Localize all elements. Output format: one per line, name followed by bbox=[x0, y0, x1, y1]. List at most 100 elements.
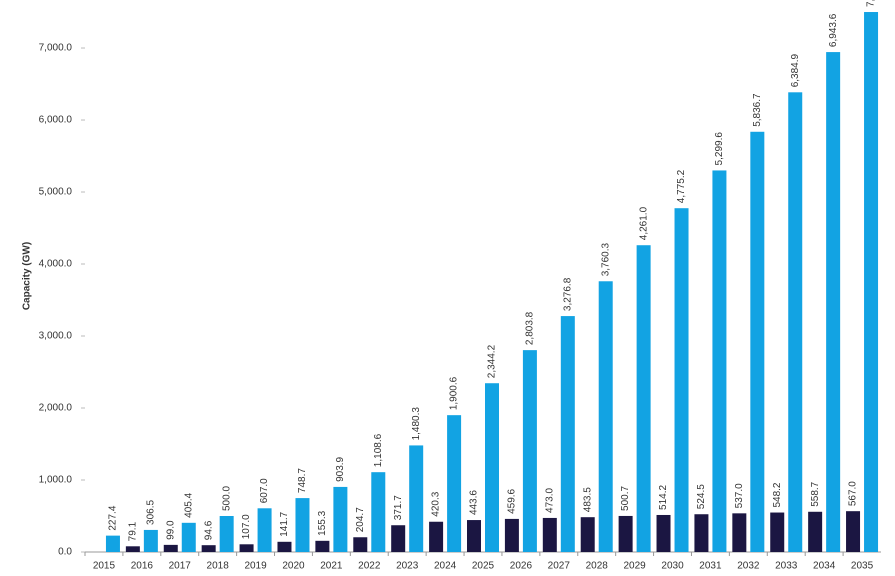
bar bbox=[732, 513, 747, 552]
value-label: 99.0 bbox=[165, 520, 176, 540]
bar bbox=[788, 92, 803, 552]
bar bbox=[485, 383, 499, 552]
value-label: 473.0 bbox=[544, 487, 555, 512]
bar bbox=[750, 131, 765, 552]
x-tick-label: 2020 bbox=[282, 561, 305, 572]
x-tick-label: 2018 bbox=[207, 561, 230, 572]
bar bbox=[674, 208, 689, 552]
bar bbox=[163, 544, 178, 552]
value-label: 500.7 bbox=[620, 485, 631, 510]
y-tick-label: 3,000.0 bbox=[39, 331, 73, 342]
value-label: 4,261.0 bbox=[638, 206, 649, 240]
value-label: 548.2 bbox=[772, 482, 783, 507]
y-tick-label: 5,000.0 bbox=[39, 187, 73, 198]
bar bbox=[808, 511, 823, 552]
bar bbox=[694, 514, 709, 552]
value-label: 459.6 bbox=[507, 488, 518, 513]
x-tick-label: 2034 bbox=[813, 561, 836, 572]
bar bbox=[846, 511, 861, 552]
y-tick-label: 4,000.0 bbox=[39, 259, 73, 270]
y-tick-label: 2,000.0 bbox=[39, 403, 73, 414]
y-axis-label: Capacity (GW) bbox=[22, 242, 33, 310]
value-label: 204.7 bbox=[355, 507, 366, 532]
x-tick-label: 2031 bbox=[699, 561, 722, 572]
bar bbox=[712, 170, 727, 553]
x-tick-label: 2033 bbox=[775, 561, 798, 572]
x-tick-label: 2027 bbox=[548, 561, 571, 572]
bar bbox=[826, 52, 841, 553]
value-label: 405.4 bbox=[183, 492, 194, 517]
y-tick-label: 6,000.0 bbox=[39, 115, 73, 126]
bar bbox=[656, 514, 671, 552]
bar bbox=[770, 512, 785, 552]
value-label: 443.6 bbox=[469, 490, 480, 515]
y-tick-label: 7,000.0 bbox=[39, 43, 73, 54]
bar bbox=[143, 529, 158, 552]
bar bbox=[239, 544, 254, 552]
value-label: 155.3 bbox=[317, 510, 328, 535]
value-label: 607.0 bbox=[259, 478, 270, 503]
x-tick-label: 2022 bbox=[358, 561, 381, 572]
value-label: 371.7 bbox=[393, 495, 404, 520]
bar bbox=[333, 486, 348, 552]
bar bbox=[598, 281, 613, 552]
bar bbox=[467, 520, 481, 552]
bar bbox=[447, 415, 462, 552]
value-label: 5,836.7 bbox=[752, 93, 763, 127]
bar bbox=[181, 522, 196, 552]
value-label: 500.0 bbox=[221, 486, 232, 511]
bar bbox=[371, 472, 386, 552]
bar bbox=[542, 517, 557, 552]
value-label: 1,900.6 bbox=[449, 376, 460, 410]
x-tick-label: 2035 bbox=[851, 561, 874, 572]
bar bbox=[257, 508, 272, 552]
bar bbox=[277, 541, 292, 552]
value-label: 1,108.6 bbox=[373, 433, 384, 467]
value-label: 5,299.6 bbox=[714, 132, 725, 166]
value-label: 558.7 bbox=[810, 481, 821, 506]
value-label: 3,276.8 bbox=[562, 277, 573, 311]
x-tick-label: 2030 bbox=[661, 561, 684, 572]
x-tick-label: 2019 bbox=[244, 561, 267, 572]
x-tick-label: 2021 bbox=[320, 561, 343, 572]
bar bbox=[522, 350, 537, 552]
bar bbox=[353, 537, 368, 552]
value-label: 7,500.0 bbox=[866, 0, 877, 7]
bar bbox=[219, 516, 234, 552]
bar bbox=[429, 521, 444, 552]
value-label: 3,760.3 bbox=[600, 242, 611, 276]
value-label: 903.9 bbox=[335, 456, 346, 481]
value-label: 420.3 bbox=[431, 491, 442, 516]
bar bbox=[504, 518, 519, 552]
bar bbox=[409, 445, 424, 552]
value-label: 537.0 bbox=[734, 483, 745, 508]
value-label: 107.0 bbox=[241, 514, 252, 539]
x-tick-label: 2028 bbox=[586, 561, 609, 572]
value-label: 567.0 bbox=[848, 481, 859, 506]
y-tick-label: 0.0 bbox=[58, 547, 72, 558]
x-tick-label: 2016 bbox=[131, 561, 154, 572]
bar bbox=[580, 517, 595, 552]
bar bbox=[295, 498, 310, 552]
x-tick-label: 2023 bbox=[396, 561, 419, 572]
value-label: 4,775.2 bbox=[676, 169, 687, 203]
y-tick-label: 1,000.0 bbox=[39, 475, 73, 486]
x-tick-label: 2024 bbox=[434, 561, 457, 572]
value-label: 2,803.8 bbox=[525, 311, 536, 345]
value-label: 514.2 bbox=[658, 485, 669, 510]
value-label: 6,384.9 bbox=[790, 54, 801, 88]
x-tick-label: 2029 bbox=[623, 561, 646, 572]
value-label: 6,943.6 bbox=[828, 13, 839, 47]
bar bbox=[201, 545, 216, 552]
value-label: 306.5 bbox=[145, 499, 156, 524]
value-label: 94.6 bbox=[203, 520, 214, 540]
bar bbox=[125, 546, 140, 552]
x-tick-label: 2017 bbox=[169, 561, 192, 572]
value-label: 2,344.2 bbox=[487, 344, 498, 378]
bar bbox=[315, 540, 330, 552]
x-tick-label: 2026 bbox=[510, 561, 533, 572]
bar bbox=[864, 12, 879, 552]
bar bbox=[636, 245, 651, 552]
value-label: 748.7 bbox=[297, 468, 308, 493]
bar bbox=[105, 535, 120, 552]
